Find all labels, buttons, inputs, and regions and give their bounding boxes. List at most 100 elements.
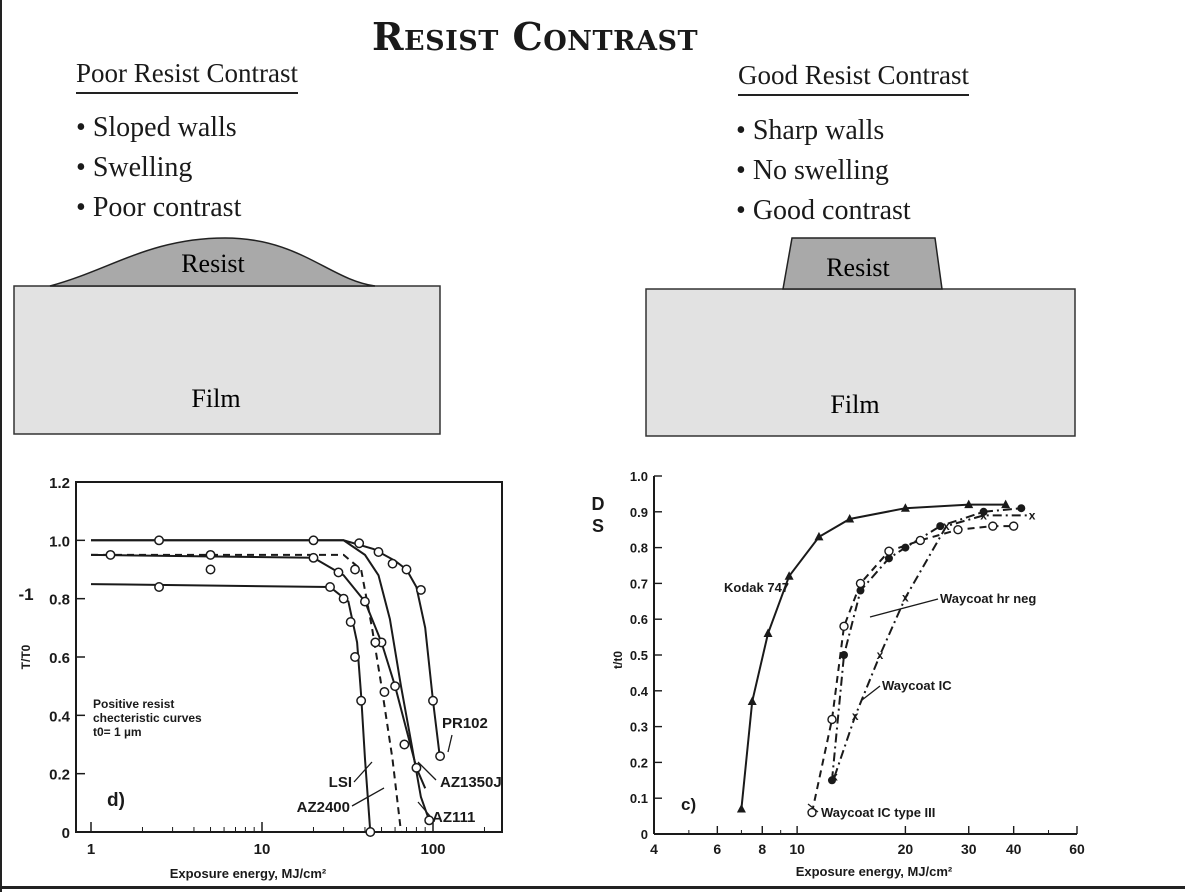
y-tick-label: 0.2 — [49, 767, 70, 784]
data-point — [807, 807, 817, 818]
y-tick-label: 0.8 — [630, 541, 648, 556]
data-point — [747, 696, 757, 706]
slide-title: Resist Contrast — [371, 14, 699, 59]
data-point — [840, 651, 849, 659]
x-tick-label: 100 — [420, 841, 445, 858]
data-point — [360, 596, 370, 607]
series-label: AZ111 — [432, 809, 475, 826]
data-point — [390, 681, 401, 692]
data-point — [979, 507, 988, 516]
series-line — [740, 503, 1006, 810]
series-label: Waycoat hr neg — [940, 591, 1036, 606]
data-point — [350, 564, 360, 575]
series-label: PR102 — [442, 715, 488, 732]
y-tick-label: 1.2 — [49, 475, 70, 492]
data-point — [105, 549, 116, 560]
data-point: x — [980, 508, 987, 522]
series-label-arrow — [351, 787, 385, 807]
data-point — [901, 543, 910, 552]
data-point: x — [1029, 508, 1036, 522]
y-tick-label: 1.0 — [49, 533, 70, 550]
panel-label: d) — [107, 790, 125, 811]
series-label-arrow — [869, 598, 939, 618]
x-tick-label: 8 — [758, 841, 766, 857]
bullet-item: Good contrast — [736, 191, 911, 231]
y-tick-label: 0.2 — [630, 755, 648, 770]
data-point — [1008, 521, 1019, 531]
series-label: Kodak 747 — [724, 580, 789, 595]
data-point — [736, 803, 746, 813]
x-tick-label: 1 — [87, 841, 95, 858]
y-tick-label: 0.4 — [630, 684, 649, 699]
data-point — [988, 521, 998, 531]
data-point — [839, 621, 849, 632]
y-tick-label: 0 — [62, 825, 70, 842]
data-point: x — [943, 519, 950, 533]
data-point — [387, 558, 398, 569]
data-point: x — [831, 770, 838, 784]
series-label: AZ1350J — [440, 774, 502, 791]
plot-frame — [75, 481, 503, 833]
x-tick-label: 4 — [650, 841, 658, 857]
series-label-arrow — [417, 801, 431, 817]
annotation-text: t0= 1 µm — [93, 725, 142, 739]
data-point — [370, 637, 381, 648]
data-point — [884, 554, 893, 563]
y-tick-label: 0.1 — [630, 791, 648, 806]
y-tick-label: 0 — [641, 827, 648, 842]
data-point — [365, 827, 376, 837]
data-point — [333, 567, 344, 578]
data-point — [338, 593, 349, 604]
resist-label: Resist — [826, 253, 890, 282]
series-label: AZ2400 — [297, 799, 350, 816]
good-contrast-heading: Good Resist Contrast — [738, 60, 970, 96]
data-point — [401, 564, 412, 575]
film-layer — [13, 285, 441, 435]
data-point — [399, 739, 410, 750]
data-point — [411, 762, 422, 773]
y-tick-label: 0.6 — [630, 612, 648, 627]
bullet-item: Poor contrast — [76, 188, 242, 228]
x-tick-label: 40 — [1006, 841, 1022, 857]
resist-sloped-profile — [49, 237, 376, 287]
series-label-arrow — [861, 685, 881, 701]
data-point — [325, 582, 335, 592]
x-axis-label: Exposure energy, MJ/cm² — [796, 864, 953, 879]
y-axis-label: T/T0 — [19, 644, 33, 669]
data-point — [354, 538, 365, 549]
film-layer — [645, 288, 1076, 437]
data-point — [205, 564, 216, 575]
data-point — [900, 503, 910, 512]
y-tick-label: 0.9 — [630, 505, 648, 520]
good-contrast-diagram: Resist Film — [645, 237, 1076, 437]
data-point — [884, 546, 894, 556]
y-tick-label: 0.4 — [49, 708, 71, 725]
x-tick-label: 20 — [898, 841, 914, 857]
data-point — [373, 547, 384, 557]
data-point — [964, 499, 974, 509]
y-tick-label: 0.6 — [49, 650, 70, 667]
good-contrast-bullets: Sharp walls No swelling Good contrast — [736, 111, 911, 231]
data-point — [308, 552, 319, 563]
series-label: LSI — [329, 774, 352, 791]
x-tick-label: 10 — [789, 841, 805, 857]
data-point — [827, 714, 837, 725]
series-label-arrow — [807, 803, 819, 813]
annotation-text: checteristic curves — [93, 711, 202, 725]
data-point — [763, 628, 773, 638]
bullet-item: Sharp walls — [736, 111, 911, 151]
data-point — [784, 571, 794, 580]
series-label-arrow — [447, 734, 453, 753]
x-axis-label: Exposure energy, MJ/cm² — [170, 866, 327, 881]
y-tick-label: 1.0 — [630, 469, 648, 484]
y-tick-label: 0.8 — [49, 592, 70, 609]
data-point — [915, 535, 925, 546]
data-point — [1017, 504, 1026, 513]
poor-contrast-diagram: Resist Film — [13, 237, 441, 435]
series-line — [811, 525, 1014, 813]
bullet-item: Swelling — [76, 148, 241, 188]
panel-label: c) — [681, 795, 696, 814]
annotation-text: Positive resist — [93, 697, 174, 711]
side-mark: S — [592, 516, 604, 536]
